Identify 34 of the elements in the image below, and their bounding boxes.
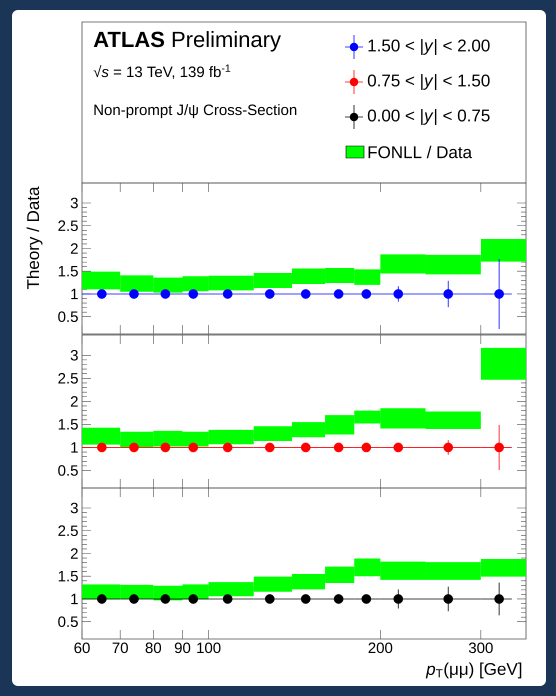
x-tick-label: 60 [74, 642, 90, 654]
y-tick-label: 3 [70, 198, 78, 208]
y-tick-label: 1 [71, 594, 78, 604]
x-axis-title: p$_{T}$(μμ) [GeV] [426, 662, 522, 678]
y-tick-label: 2 [70, 243, 78, 254]
x-tick-label: 100 [197, 642, 221, 654]
legend-label: 0.75 < |y| < 1.50 [368, 74, 490, 90]
y-tick-label: 3 [70, 502, 78, 514]
y-tick-label: 2 [70, 396, 78, 407]
x-tick-label: 80 [146, 642, 162, 654]
y-tick-label: 1 [71, 442, 78, 453]
x-tick-label: 70 [112, 642, 128, 654]
chart-title: ATLAS Preliminary [94, 31, 281, 52]
x-tick-label: 200 [368, 642, 392, 654]
y-tick-label: 1.5 [58, 266, 78, 276]
y-axis-title: Theory / Data [26, 186, 42, 290]
x-tick-label: 90 [174, 642, 190, 654]
x-tick-label: 300 [468, 642, 493, 654]
y-tick-label: 0.5 [58, 465, 78, 476]
legend-label: 1.50 < |y| < 2.00 [368, 39, 490, 55]
chart-subtitle: √s = 13 TeV, 139 fb$^{-1}$ [94, 64, 230, 79]
legend-label: FONLL / Data [368, 146, 472, 158]
y-tick-label: 2.5 [58, 373, 78, 384]
text: Non-prompt J/ψ Cross-Section [94, 104, 296, 118]
y-tick-label: 2 [70, 548, 78, 559]
y-tick-label: 3 [70, 350, 78, 361]
legend-label: 0.00 < |y| < 0.75 [368, 109, 490, 125]
y-tick-label: 2.5 [58, 525, 78, 536]
y-tick-label: 1 [71, 288, 78, 300]
y-tick-label: 1.5 [58, 419, 78, 430]
y-tick-label: 2.5 [58, 220, 78, 232]
y-tick-label: 0.5 [58, 311, 78, 322]
y-tick-label: 1.5 [58, 570, 78, 582]
y-tick-label: 0.5 [58, 616, 78, 628]
